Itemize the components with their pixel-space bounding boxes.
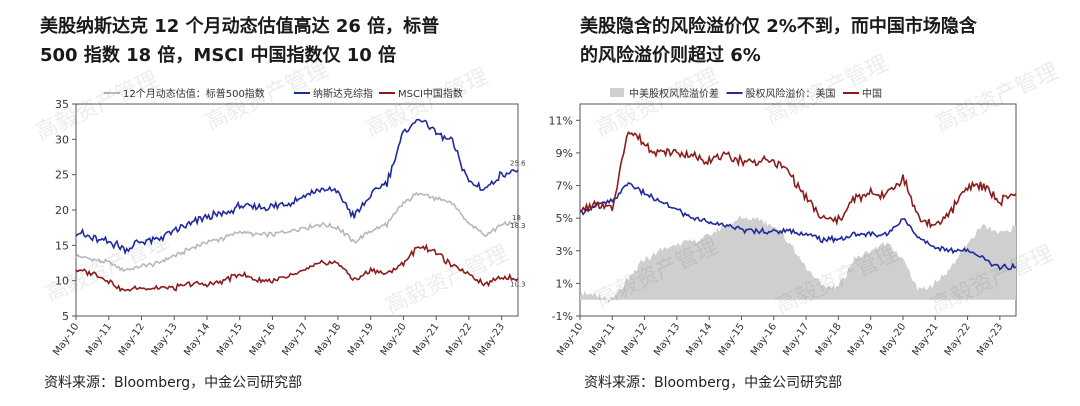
x-tick-label: May-23 xyxy=(975,321,1005,357)
x-tick-label: May-15 xyxy=(215,321,245,357)
data-label: 10.3 xyxy=(510,281,526,289)
right-chart-panel: 美股隐含的风险溢价仅 2%不到，而中国市场隐含 的风险溢价则超过 6% -1% 1… xyxy=(540,0,1080,406)
legend-item: 纳斯达克综指 xyxy=(294,87,373,100)
y-tick-label: 5 xyxy=(62,310,69,323)
x-tick-label: May-20 xyxy=(379,321,409,357)
y-tick-label: 1% xyxy=(556,277,573,290)
plot-frame xyxy=(75,103,519,317)
series-area xyxy=(580,215,1016,304)
left-chart-panel: 美股纳斯达克 12 个月动态估值高达 26 倍，标普 500 指数 18 倍，M… xyxy=(40,12,526,391)
x-tick-label: May-11 xyxy=(588,321,618,357)
legend-item: 股权风险溢价：美国 xyxy=(726,87,836,100)
x-tick-label: May-15 xyxy=(717,321,747,357)
title-line-2: 500 指数 18 倍，MSCI 中国指数仅 10 倍 xyxy=(40,45,397,66)
x-tick-label: May-10 xyxy=(555,321,585,357)
right-chart-title: 美股隐含的风险溢价仅 2%不到，而中国市场隐含 的风险溢价则超过 6% xyxy=(580,12,1060,70)
left-chart-title: 美股纳斯达克 12 个月动态估值高达 26 倍，标普 500 指数 18 倍，M… xyxy=(40,12,520,70)
legend-label: 12个月动态估值：标普500指数 xyxy=(123,87,265,100)
x-tick-label: May-17 xyxy=(280,321,310,357)
x-tick-label: May-19 xyxy=(846,321,876,357)
series-line xyxy=(75,243,519,293)
right-chart-svg: -1% 1% 3% 5% 7% 9% 11% May-10 May-11 May-12 May-13… xyxy=(549,87,1017,358)
legend-label: 中国 xyxy=(862,87,882,100)
x-tick-label: May-11 xyxy=(84,321,114,357)
x-tick-label: May-12 xyxy=(620,321,650,357)
x-tick-label: May-13 xyxy=(652,321,682,357)
legend-label: 股权风险溢价：美国 xyxy=(746,87,836,100)
x-tick-label: May-18 xyxy=(814,321,844,357)
plot-frame xyxy=(579,103,1017,317)
x-tick-label: May-10 xyxy=(51,321,81,357)
y-tick-label: 3% xyxy=(556,245,573,258)
data-label: 18.3 xyxy=(510,222,526,230)
y-tick-label: 7% xyxy=(556,180,573,193)
x-tick-label: May-21 xyxy=(911,321,941,357)
x-tick-label: May-13 xyxy=(150,321,180,357)
x-tick-label: May-19 xyxy=(346,321,376,357)
title-line-1: 美股纳斯达克 12 个月动态估值高达 26 倍，标普 xyxy=(40,16,440,37)
y-tick-label: 30 xyxy=(55,133,69,146)
y-tick-label: 15 xyxy=(55,239,69,252)
x-tick-label: May-18 xyxy=(313,321,343,357)
y-tick-label: 20 xyxy=(55,204,69,217)
x-tick-label: May-22 xyxy=(943,321,973,357)
left-source-note: 资料来源：Bloomberg，中金公司研究部 xyxy=(44,375,303,391)
legend-label: 纳斯达克综指 xyxy=(313,87,373,100)
y-tick-label: 10 xyxy=(55,275,69,288)
x-tick-label: May-22 xyxy=(444,321,474,357)
legend-swatch xyxy=(610,88,624,97)
series-line xyxy=(75,118,519,256)
y-tick-label: 11% xyxy=(549,114,573,127)
x-tick-label: May-14 xyxy=(182,321,212,357)
legend-label: MSCI中国指数 xyxy=(398,87,463,100)
legend-label: 中美股权风险溢价差 xyxy=(629,87,719,100)
right-source-note: 资料来源：Bloomberg，中金公司研究部 xyxy=(584,375,843,391)
y-tick-label: 5% xyxy=(556,212,573,225)
data-label: 25.6 xyxy=(510,159,526,167)
x-tick-label: May-20 xyxy=(878,321,908,357)
x-tick-label: May-21 xyxy=(411,321,441,357)
data-label: 18 xyxy=(512,214,521,222)
x-tick-label: May-12 xyxy=(117,321,147,357)
x-tick-label: May-14 xyxy=(684,321,714,357)
legend-item: 中国 xyxy=(843,87,882,100)
y-tick-label: -1% xyxy=(552,310,573,323)
series-line xyxy=(579,130,1017,229)
title-line-2: 的风险溢价则超过 6% xyxy=(580,45,761,66)
x-tick-label: May-17 xyxy=(781,321,811,357)
y-tick-label: 35 xyxy=(55,98,69,111)
x-tick-label: May-16 xyxy=(749,321,779,357)
series-line xyxy=(579,182,1017,271)
y-tick-label: 9% xyxy=(556,147,573,160)
legend-item: 中美股权风险溢价差 xyxy=(610,87,719,100)
title-line-1: 美股隐含的风险溢价仅 2%不到，而中国市场隐含 xyxy=(580,16,977,37)
legend-item: 12个月动态估值：标普500指数 xyxy=(104,87,265,100)
legend-item: MSCI中国指数 xyxy=(379,87,463,100)
y-tick-label: 25 xyxy=(55,169,69,182)
x-tick-label: May-23 xyxy=(477,321,507,357)
x-tick-label: May-16 xyxy=(248,321,278,357)
series-line xyxy=(75,191,519,273)
